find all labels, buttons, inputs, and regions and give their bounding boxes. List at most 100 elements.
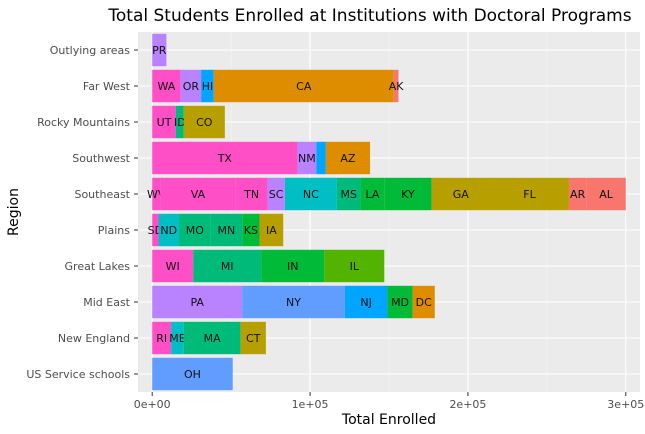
bar-segment [152,141,298,175]
segment-label: LA [365,188,379,201]
segment-label: ME [169,332,185,345]
segment-label: WI [166,260,180,273]
bar-segment [160,177,236,211]
bar-segment [316,141,326,175]
bar-segment [412,285,435,319]
y-tick-label: Outlying areas [50,44,131,57]
bar-segment [387,285,413,319]
segment-label: MI [221,260,234,273]
segment-label: PA [190,296,204,309]
x-tick-labels: 0e+00 1e+05 2e+05 3e+05 [134,392,644,411]
y-tick-label: New England [58,332,130,345]
bar-segment [152,213,159,247]
segment-label: MO [186,224,204,237]
bar-segment [393,69,399,103]
bar-segment [152,249,194,283]
segment-label: RI [156,332,167,345]
segment-label: DC [416,296,432,309]
bar-segment [213,69,394,103]
segment-label: FL [523,188,536,201]
segment-label: IL [350,260,360,273]
segment-label: ID [174,116,186,129]
segment-label: WA [158,80,176,93]
segment-label: NM [298,152,316,165]
bar-segment [175,105,184,139]
segment-label: SC [269,188,284,201]
bar-segment [152,357,233,391]
y-tick-label: Southeast [74,188,130,201]
bar-segment [179,213,211,247]
bar-segment [490,177,569,211]
segment-label: VA [191,188,206,201]
y-axis-title: Region [6,188,22,236]
segment-label: CT [246,332,261,345]
segment-label: IN [287,260,298,273]
bar-segment [152,69,181,103]
segment-label: UT [157,116,172,129]
bar-segment [193,249,262,283]
bar-segment [344,285,388,319]
bar-segment [297,141,317,175]
bar-segment [259,213,284,247]
bar-segment [431,177,491,211]
bar-segment [336,177,361,211]
segment-label: CO [196,116,213,129]
y-tick-label: Mid East [83,296,130,309]
segment-label: MD [391,296,409,309]
bar-segment [152,177,161,211]
segment-label: NJ [360,296,371,309]
bar-segment [360,177,385,211]
segment-label: NC [303,188,319,201]
bar-segment [210,213,243,247]
segment-label: AL [599,188,614,201]
segment-label: AZ [340,152,356,165]
segment-label: KY [401,188,415,201]
segment-label: OR [183,80,200,93]
bar-segment [180,69,202,103]
segment-label: MN [218,224,236,237]
segment-label: NY [286,296,301,309]
bar-segment [242,213,260,247]
x-tick-label: 2e+05 [449,398,486,411]
bar-segment [240,321,266,355]
segment-label: TX [217,152,233,165]
bar-segment [242,285,345,319]
bar-segment [325,141,371,175]
bar-segment [267,177,285,211]
y-tick-label: Southwest [72,152,130,165]
y-tick-label: Far West [83,80,131,93]
bar-segment [152,321,172,355]
segment-label: AR [570,188,586,201]
bar-segment [152,285,243,319]
bar-segment [568,177,587,211]
segment-label: TN [243,188,259,201]
segment-label: ND [160,224,177,237]
segment-label: MA [204,332,221,345]
y-tick-label: Great Lakes [65,260,131,273]
x-tick-label: 0e+00 [134,398,171,411]
segment-label: HI [202,80,214,93]
chart-title: Total Students Enrolled at Institutions … [107,6,631,26]
segment-label: OH [184,368,201,381]
bar-segment [152,105,176,139]
y-tick-label: Plains [98,224,130,237]
segment-label: IA [266,224,277,237]
segment-label: KS [244,224,258,237]
x-tick-label: 3e+05 [607,398,644,411]
y-tick-label: US Service schools [26,368,130,381]
y-tick-label: Rocky Mountains [37,116,130,129]
x-tick-label: 1e+05 [292,398,329,411]
bar-segment [324,249,385,283]
segment-label: CA [296,80,312,93]
bar-segment [235,177,268,211]
segment-label: GA [453,188,470,201]
bar-segment [183,321,241,355]
segment-label: AK [389,80,405,93]
bar-segment [284,177,337,211]
bar-segment [261,249,325,283]
bar-segment [158,213,180,247]
bar-segment [384,177,432,211]
segment-label: MS [341,188,357,201]
